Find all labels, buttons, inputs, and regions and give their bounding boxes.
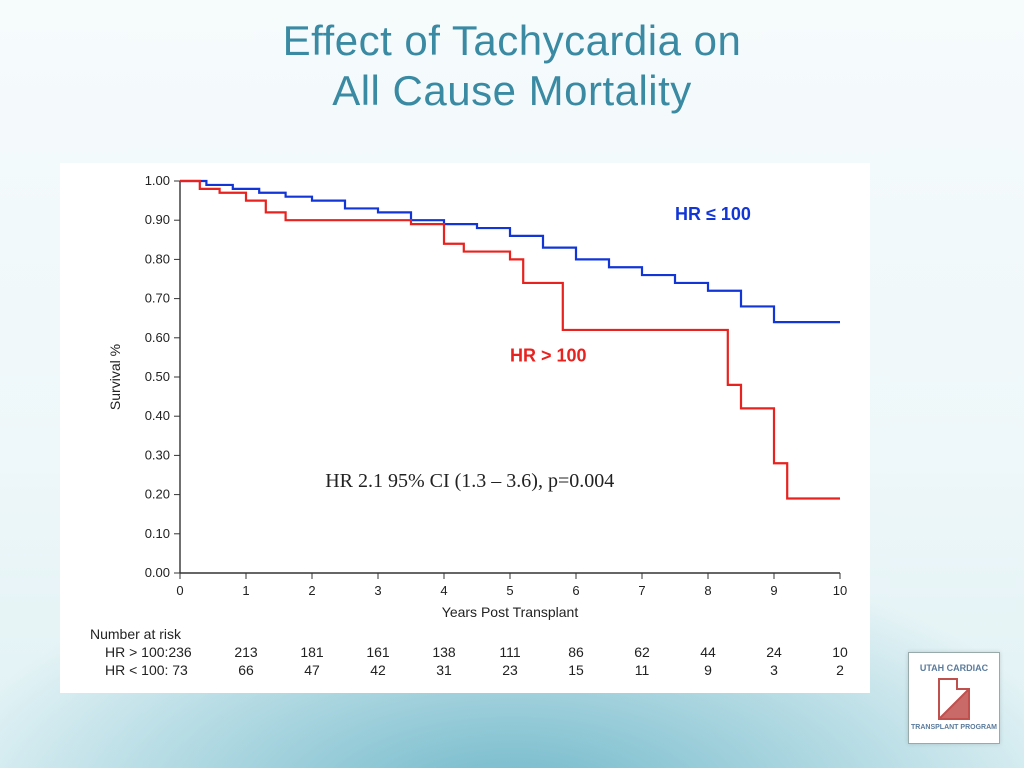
- svg-text:10: 10: [833, 583, 847, 598]
- risk-value: 62: [634, 644, 650, 660]
- risk-value: 161: [366, 644, 390, 660]
- legend-hr-gt-100: HR > 100: [510, 345, 587, 365]
- svg-text:1: 1: [242, 583, 249, 598]
- risk-header: Number at risk: [90, 626, 182, 642]
- risk-value: 73: [172, 662, 188, 678]
- risk-value: 86: [568, 644, 584, 660]
- svg-text:8: 8: [704, 583, 711, 598]
- svg-text:0.70: 0.70: [145, 291, 170, 306]
- svg-text:6: 6: [572, 583, 579, 598]
- logo-bottom-text: TRANSPLANT PROGRAM: [911, 724, 997, 732]
- legend-hr-le-100: HR ≤ 100: [675, 204, 751, 224]
- title-line2: All Cause Mortality: [332, 67, 692, 114]
- svg-text:0.90: 0.90: [145, 212, 170, 227]
- svg-text:5: 5: [506, 583, 513, 598]
- risk-value: 3: [770, 662, 778, 678]
- survival-plot: 0.00 0.10 0.20 0.30 0.40 0.50 0.60 0.70 0.80 0.90…: [60, 163, 870, 693]
- risk-value: 47: [304, 662, 320, 678]
- risk-value: 24: [766, 644, 782, 660]
- risk-value: 181: [300, 644, 324, 660]
- svg-text:0.10: 0.10: [145, 526, 170, 541]
- svg-text:1.00: 1.00: [145, 173, 170, 188]
- svg-text:0.60: 0.60: [145, 330, 170, 345]
- risk-value: 11: [635, 662, 650, 678]
- svg-text:Survival %: Survival %: [107, 344, 123, 410]
- risk-value: 42: [370, 662, 386, 678]
- risk-row-label: HR > 100:: [105, 644, 168, 660]
- svg-text:0.50: 0.50: [145, 369, 170, 384]
- chart-container: 0.00 0.10 0.20 0.30 0.40 0.50 0.60 0.70 0.80 0.90…: [60, 163, 870, 693]
- svg-text:3: 3: [374, 583, 381, 598]
- risk-value: 23: [502, 662, 518, 678]
- risk-row-label: HR < 100:: [105, 662, 168, 678]
- risk-value: 44: [700, 644, 716, 660]
- svg-text:0.00: 0.00: [145, 565, 170, 580]
- risk-value: 9: [704, 662, 712, 678]
- svg-text:7: 7: [638, 583, 645, 598]
- page-title: Effect of Tachycardia on All Cause Morta…: [0, 16, 1024, 117]
- svg-text:0.80: 0.80: [145, 251, 170, 266]
- risk-value: 138: [432, 644, 456, 660]
- program-logo: UTAH CARDIAC TRANSPLANT PROGRAM: [908, 652, 1000, 744]
- title-line1: Effect of Tachycardia on: [283, 17, 742, 64]
- risk-value: 10: [832, 644, 848, 660]
- svg-text:2: 2: [308, 583, 315, 598]
- state-outline-icon: [929, 674, 979, 724]
- stats-annotation: HR 2.1 95% CI (1.3 – 3.6), p=0.004: [325, 470, 614, 492]
- svg-text:0.30: 0.30: [145, 447, 170, 462]
- risk-value: 2: [836, 662, 844, 678]
- svg-text:9: 9: [770, 583, 777, 598]
- svg-text:4: 4: [440, 583, 447, 598]
- risk-value: 236: [168, 644, 192, 660]
- svg-text:0.40: 0.40: [145, 408, 170, 423]
- risk-value: 66: [238, 662, 254, 678]
- risk-value: 213: [234, 644, 258, 660]
- risk-value: 111: [499, 644, 520, 660]
- svg-text:Years Post Transplant: Years Post Transplant: [442, 604, 579, 620]
- risk-value: 31: [436, 662, 452, 678]
- svg-text:0: 0: [176, 583, 183, 598]
- risk-value: 15: [568, 662, 584, 678]
- logo-top-text: UTAH CARDIAC: [920, 664, 988, 674]
- svg-text:0.20: 0.20: [145, 487, 170, 502]
